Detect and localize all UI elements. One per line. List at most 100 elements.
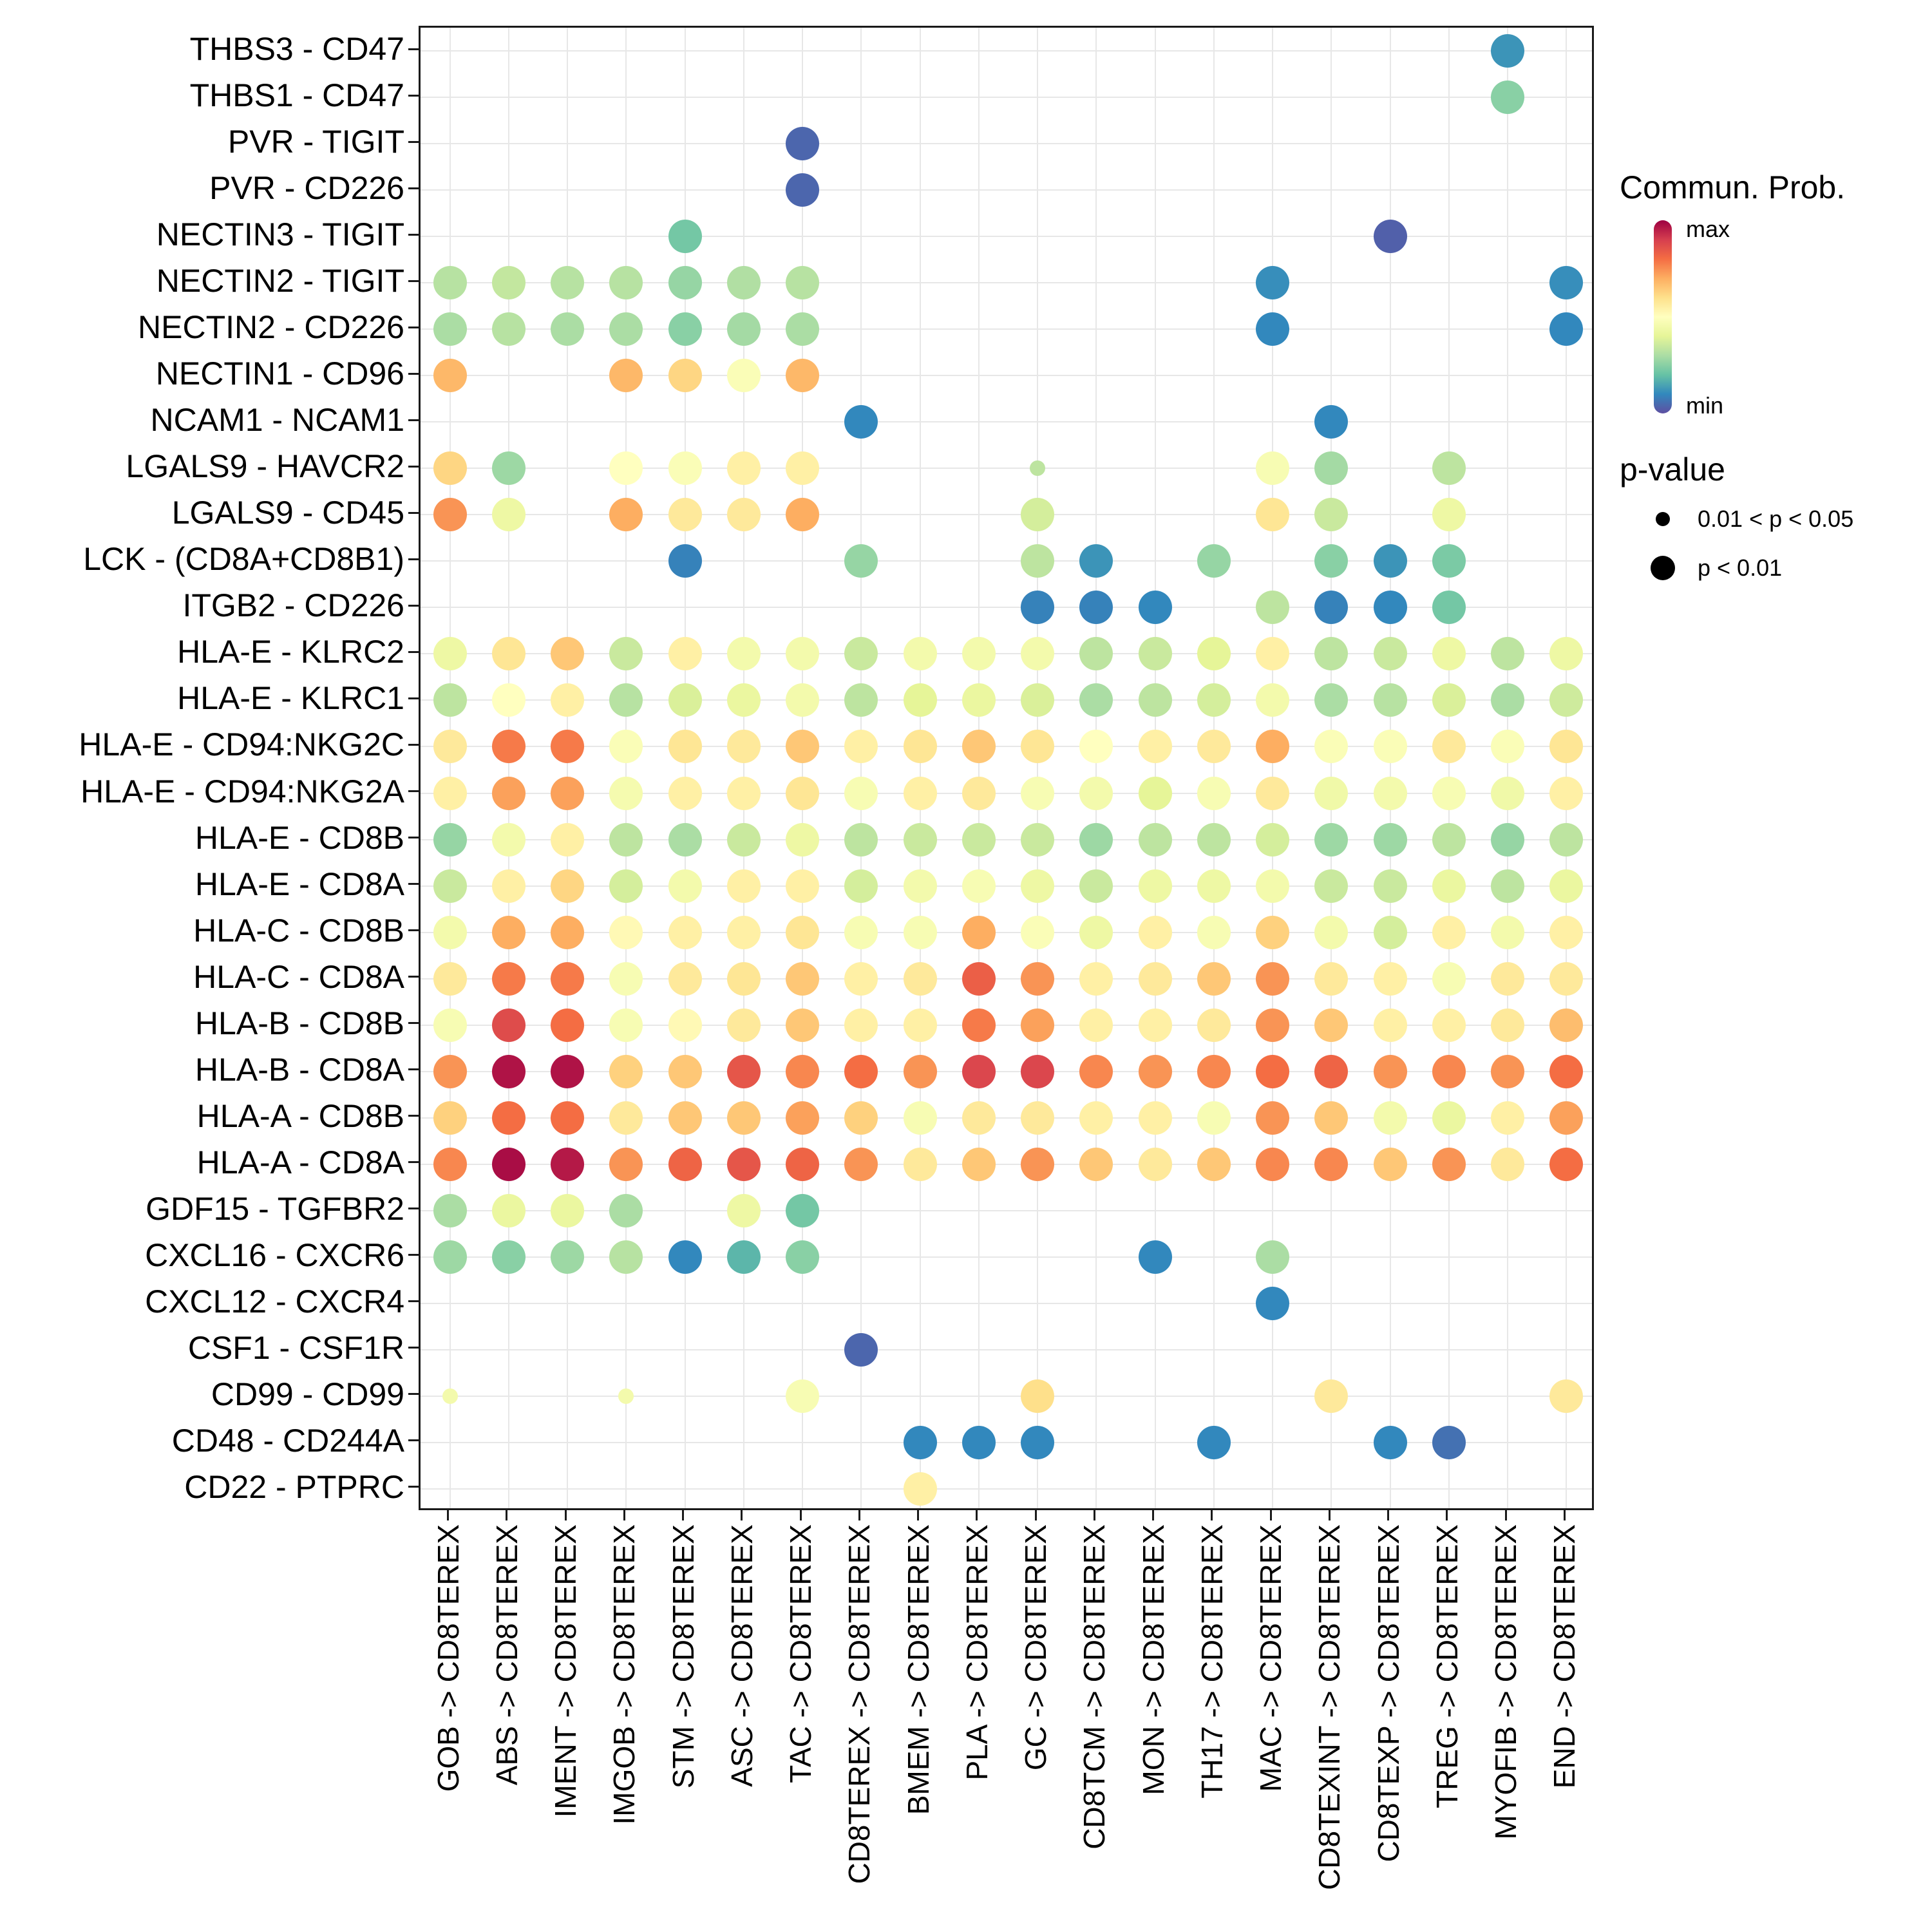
bubble-dot	[786, 869, 820, 903]
bubble-dot	[786, 1240, 820, 1274]
bubble-dot	[491, 451, 526, 486]
bubble-dot	[1197, 1008, 1231, 1042]
bubble-dot	[551, 637, 585, 671]
bubble-dot	[433, 1008, 467, 1042]
gridline-horizontal	[421, 560, 1592, 562]
gridline-horizontal	[421, 1488, 1592, 1490]
bubble-dot	[609, 1008, 643, 1042]
bubble-dot	[551, 822, 585, 857]
bubble-dot	[1197, 544, 1231, 578]
bubble-dot	[491, 915, 526, 949]
y-axis-tick	[408, 326, 419, 328]
bubble-dot	[433, 1054, 467, 1088]
bubble-dot	[1491, 961, 1525, 996]
x-axis-label: GOB -> CD8TEREX	[431, 1524, 465, 1792]
bubble-dot	[609, 915, 643, 949]
bubble-dot	[844, 1101, 878, 1135]
bubble-dot	[903, 1472, 937, 1506]
bubble-dot	[844, 776, 878, 810]
gridline-horizontal	[421, 746, 1592, 748]
bubble-dot	[961, 915, 996, 949]
bubble-dot	[1491, 869, 1525, 903]
gridline-horizontal	[421, 792, 1592, 794]
bubble-dot	[433, 915, 467, 949]
bubble-dot	[668, 1101, 702, 1135]
gridline-vertical	[1331, 28, 1332, 1508]
bubble-dot	[726, 312, 761, 346]
y-axis-label: PVR - CD226	[209, 170, 404, 207]
bubble-dot	[961, 822, 996, 857]
y-axis-tick	[408, 1022, 419, 1025]
bubble-dot	[1197, 961, 1231, 996]
bubble-dot	[1314, 961, 1349, 996]
x-axis-tick	[682, 1510, 685, 1520]
bubble-dot	[903, 730, 937, 764]
bubble-dot	[1021, 637, 1055, 671]
bubble-dot	[786, 1008, 820, 1042]
gridline-vertical	[919, 28, 921, 1508]
bubble-dot	[1138, 683, 1172, 717]
bubble-dot	[1549, 1008, 1584, 1042]
bubble-dot	[1373, 1147, 1407, 1181]
bubble-dot	[726, 1101, 761, 1135]
gridline-horizontal	[421, 1395, 1592, 1397]
bubble-dot	[1138, 869, 1172, 903]
bubble-dot	[1491, 915, 1525, 949]
bubble-dot	[609, 637, 643, 671]
bubble-dot	[1197, 1101, 1231, 1135]
bubble-dot	[609, 1240, 643, 1274]
pvalue-small-label: 0.01 < p < 0.05	[1698, 506, 1854, 532]
bubble-dot	[491, 1054, 526, 1088]
x-axis-label: CD8TEXP -> CD8TEREX	[1371, 1524, 1405, 1862]
x-axis-label: CD8TCM -> CD8TEREX	[1077, 1524, 1112, 1850]
x-axis-tick	[447, 1510, 450, 1520]
bubble-dot	[1373, 220, 1407, 254]
x-axis-tick	[506, 1510, 508, 1520]
bubble-dot	[433, 1193, 467, 1227]
bubble-dot	[1549, 266, 1584, 300]
bubble-dot	[609, 266, 643, 300]
bubble-dot	[1021, 544, 1055, 578]
y-axis-tick	[408, 883, 419, 886]
bubble-dot	[726, 266, 761, 300]
x-axis-tick	[741, 1510, 743, 1520]
bubble-dot	[1549, 637, 1584, 671]
y-axis-label: ITGB2 - CD226	[182, 587, 404, 624]
bubble-dot	[961, 1425, 996, 1459]
bubble-dot	[1256, 1240, 1290, 1274]
y-axis-tick	[408, 419, 419, 421]
color-gradient-bar	[1654, 220, 1672, 413]
bubble-dot	[1197, 915, 1231, 949]
bubble-dot	[1138, 1101, 1172, 1135]
bubble-dot	[726, 915, 761, 949]
bubble-dot	[1314, 776, 1349, 810]
gridline-horizontal	[421, 468, 1592, 469]
bubble-dot	[1432, 730, 1466, 764]
bubble-dot	[1373, 822, 1407, 857]
gridline-horizontal	[421, 1209, 1592, 1211]
y-axis-tick	[408, 1115, 419, 1117]
gridline-vertical	[1389, 28, 1391, 1508]
bubble-dot	[1491, 1008, 1525, 1042]
y-axis-tick	[408, 372, 419, 375]
bubble-dot	[726, 1240, 761, 1274]
bubble-dot	[433, 1101, 467, 1135]
y-axis-label: HLA-A - CD8B	[196, 1097, 404, 1134]
bubble-dot	[433, 822, 467, 857]
x-axis-tick	[623, 1510, 625, 1520]
bubble-dot	[1138, 730, 1172, 764]
bubble-dot	[1138, 1054, 1172, 1088]
bubble-dot	[668, 822, 702, 857]
bubble-dot	[491, 961, 526, 996]
gridline-horizontal	[421, 282, 1592, 284]
bubble-dot	[491, 1193, 526, 1227]
bubble-dot	[786, 776, 820, 810]
bubble-dot	[1021, 1101, 1055, 1135]
bubble-dot	[1373, 1425, 1407, 1459]
bubble-dot	[551, 683, 585, 717]
bubble-dot	[609, 730, 643, 764]
bubble-dot	[844, 915, 878, 949]
x-axis-tick	[1504, 1510, 1507, 1520]
bubble-dot	[961, 1008, 996, 1042]
bubble-dot	[726, 730, 761, 764]
